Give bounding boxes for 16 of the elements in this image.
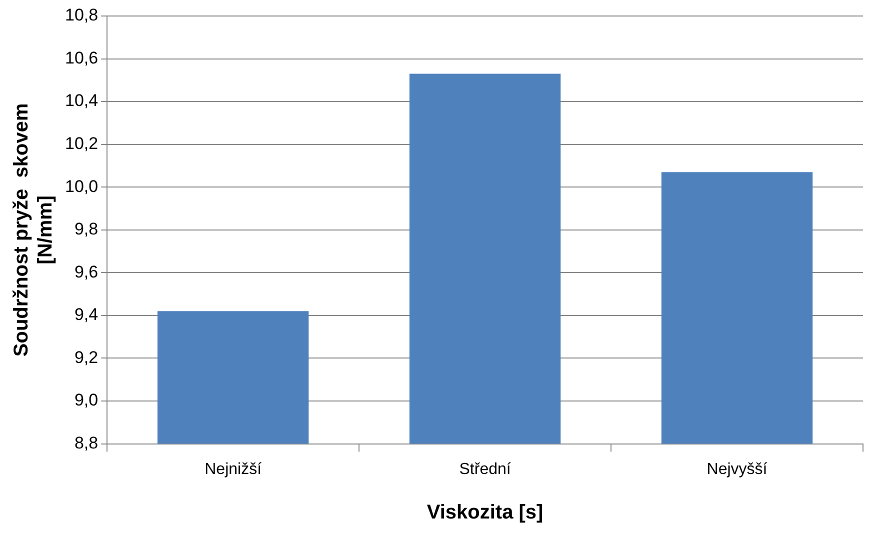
y-axis-title: Soudržnost pryže skovem [N/mm] bbox=[10, 103, 57, 357]
x-tick-label: Nejnižší bbox=[204, 460, 262, 478]
x-axis-title: Viskozita [s] bbox=[426, 502, 544, 524]
x-tick-label: Střední bbox=[459, 460, 512, 478]
y-tick-label: 9,6 bbox=[74, 262, 98, 282]
y-tick-label: 9,2 bbox=[74, 348, 98, 367]
y-tick-label: 8,8 bbox=[74, 433, 98, 452]
y-tick-label: 10,6 bbox=[64, 48, 98, 68]
y-tick-label: 10,0 bbox=[64, 176, 98, 196]
y-tick-label: 9,4 bbox=[74, 305, 98, 324]
y-tick-label: 9,8 bbox=[74, 220, 98, 239]
y-tick-label: 10,4 bbox=[64, 91, 98, 110]
y-tick-label: 10,8 bbox=[64, 6, 98, 25]
x-tick-label: Nejvyšší bbox=[706, 460, 768, 478]
y-tick-label: 10,2 bbox=[64, 134, 98, 154]
y-tick-label: 9,0 bbox=[74, 390, 98, 410]
